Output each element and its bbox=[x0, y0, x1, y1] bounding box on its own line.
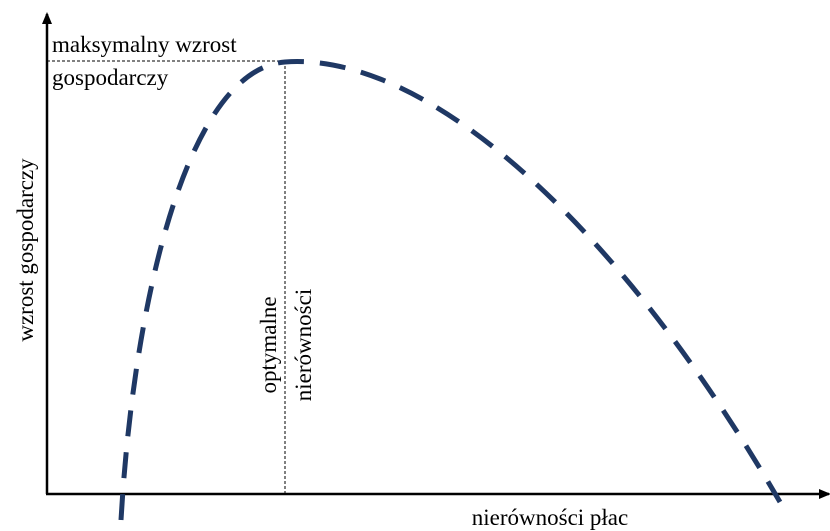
curve bbox=[118, 59, 783, 521]
optimum-label: nierówności bbox=[291, 289, 316, 401]
max-label: gospodarczy bbox=[52, 65, 169, 90]
optimum-label: optymalne bbox=[256, 296, 281, 393]
max-label: maksymalny wzrost bbox=[52, 32, 237, 57]
y-axis-label: wzrost gospodarczy bbox=[13, 158, 38, 342]
x-axis-label: nierówności płac bbox=[472, 505, 628, 530]
